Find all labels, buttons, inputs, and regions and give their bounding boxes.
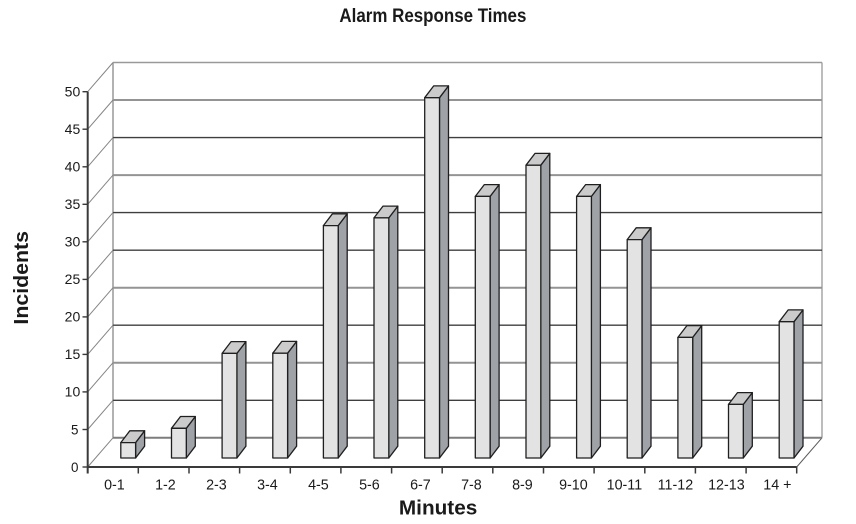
svg-text:Incidents: Incidents bbox=[11, 231, 33, 325]
svg-text:25: 25 bbox=[65, 272, 81, 287]
svg-text:11-12: 11-12 bbox=[658, 477, 694, 493]
svg-text:45: 45 bbox=[65, 122, 81, 137]
svg-text:Minutes: Minutes bbox=[399, 497, 477, 519]
svg-text:10: 10 bbox=[65, 385, 81, 400]
svg-text:2-3: 2-3 bbox=[206, 477, 227, 493]
svg-text:7-8: 7-8 bbox=[461, 477, 482, 493]
svg-text:0: 0 bbox=[71, 460, 78, 475]
svg-text:40: 40 bbox=[65, 160, 81, 175]
svg-text:6-7: 6-7 bbox=[410, 477, 431, 493]
svg-text:35: 35 bbox=[65, 197, 81, 212]
svg-text:15: 15 bbox=[65, 347, 81, 362]
svg-text:12-13: 12-13 bbox=[708, 477, 745, 493]
svg-text:0-1: 0-1 bbox=[104, 477, 125, 493]
svg-text:50: 50 bbox=[65, 85, 81, 100]
svg-text:3-4: 3-4 bbox=[257, 477, 278, 493]
svg-text:10-11: 10-11 bbox=[607, 477, 643, 493]
svg-text:5-6: 5-6 bbox=[359, 477, 380, 493]
svg-text:Alarm Response Times: Alarm Response Times bbox=[339, 5, 526, 27]
svg-text:14 +: 14 + bbox=[763, 477, 791, 493]
svg-text:30: 30 bbox=[65, 235, 81, 250]
svg-text:20: 20 bbox=[65, 310, 81, 325]
svg-text:1-2: 1-2 bbox=[155, 477, 176, 493]
svg-text:4-5: 4-5 bbox=[308, 477, 329, 493]
svg-text:9-10: 9-10 bbox=[559, 477, 588, 493]
svg-text:5: 5 bbox=[71, 422, 78, 437]
svg-text:8-9: 8-9 bbox=[512, 477, 533, 493]
